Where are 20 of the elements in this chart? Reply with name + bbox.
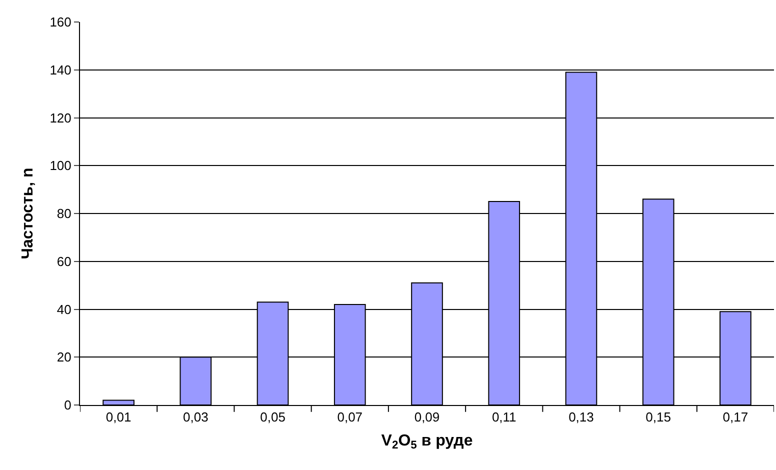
x-tick-label: 0,09 — [414, 410, 440, 425]
y-tick-label: 60 — [56, 254, 72, 269]
y-tick-label: 160 — [50, 14, 72, 30]
x-tick-label: 0,05 — [260, 410, 286, 425]
y-tick-label: 120 — [50, 110, 72, 126]
x-tick-label: 0,17 — [722, 410, 748, 425]
y-tick-label: 80 — [56, 206, 72, 222]
y-tick-label: 100 — [50, 158, 72, 174]
y-tick-label: 140 — [50, 62, 72, 78]
x-tick-label: 0,15 — [646, 410, 671, 425]
y-tick-label: 20 — [56, 350, 72, 365]
x-tick-label: 0,07 — [337, 410, 363, 425]
y-tick-label: 0 — [64, 398, 72, 413]
x-tick-label: 0,01 — [106, 410, 132, 425]
x-tick-label: 0,11 — [492, 410, 516, 425]
x-tick-label: 0,13 — [568, 410, 594, 425]
y-tick-label: 40 — [56, 302, 72, 317]
x-axis-title: V$_{2}$O$_{5}$ в руде — [381, 432, 473, 452]
x-tick-label: 0,03 — [183, 410, 208, 425]
y-axis-title: Частость, n — [20, 168, 37, 260]
